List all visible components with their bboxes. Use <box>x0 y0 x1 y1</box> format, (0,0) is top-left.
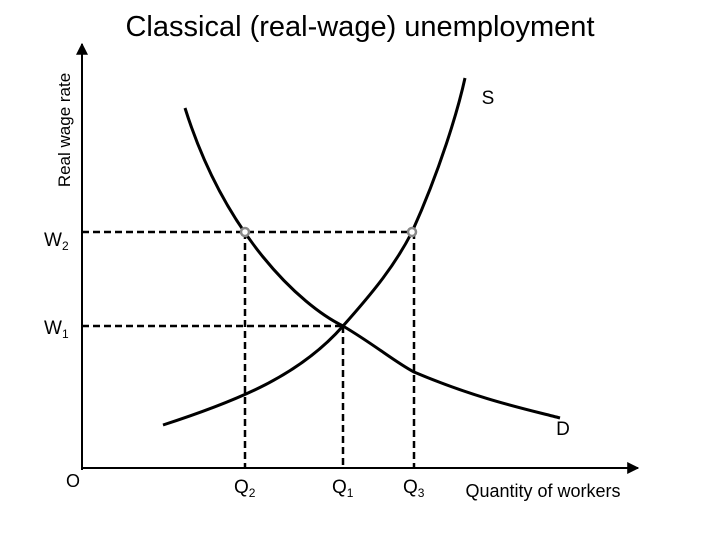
y-axis-label: Real wage rate <box>55 73 74 187</box>
demand-curve <box>183 107 561 420</box>
wage-base: W <box>44 230 62 251</box>
quantity-label: Q2 <box>234 477 256 500</box>
quantity-label: Q3 <box>403 477 425 500</box>
quantity-sub: 1 <box>347 486 354 500</box>
wage-label: W2 <box>44 230 69 253</box>
quantity-base: Q <box>403 477 418 498</box>
quantity-sub: 3 <box>418 486 425 500</box>
supply-curve <box>162 77 467 427</box>
quantity-base: Q <box>332 477 347 498</box>
wage-sub: 2 <box>62 239 69 253</box>
title: Classical (real-wage) unemployment <box>125 11 594 43</box>
x-axis-label: Quantity of workers <box>465 481 620 501</box>
demand-point <box>239 226 251 238</box>
quantity-base: Q <box>234 477 249 498</box>
wage-base: W <box>44 318 62 339</box>
quantity-sub: 2 <box>249 486 256 500</box>
wage-sub: 1 <box>62 327 69 341</box>
supply-label: S <box>482 88 495 109</box>
wage-label: W1 <box>44 318 69 341</box>
demand-label: D <box>556 419 570 440</box>
supply-point <box>406 226 418 238</box>
quantity-label: Q1 <box>332 477 354 500</box>
origin-label: O <box>66 471 80 491</box>
